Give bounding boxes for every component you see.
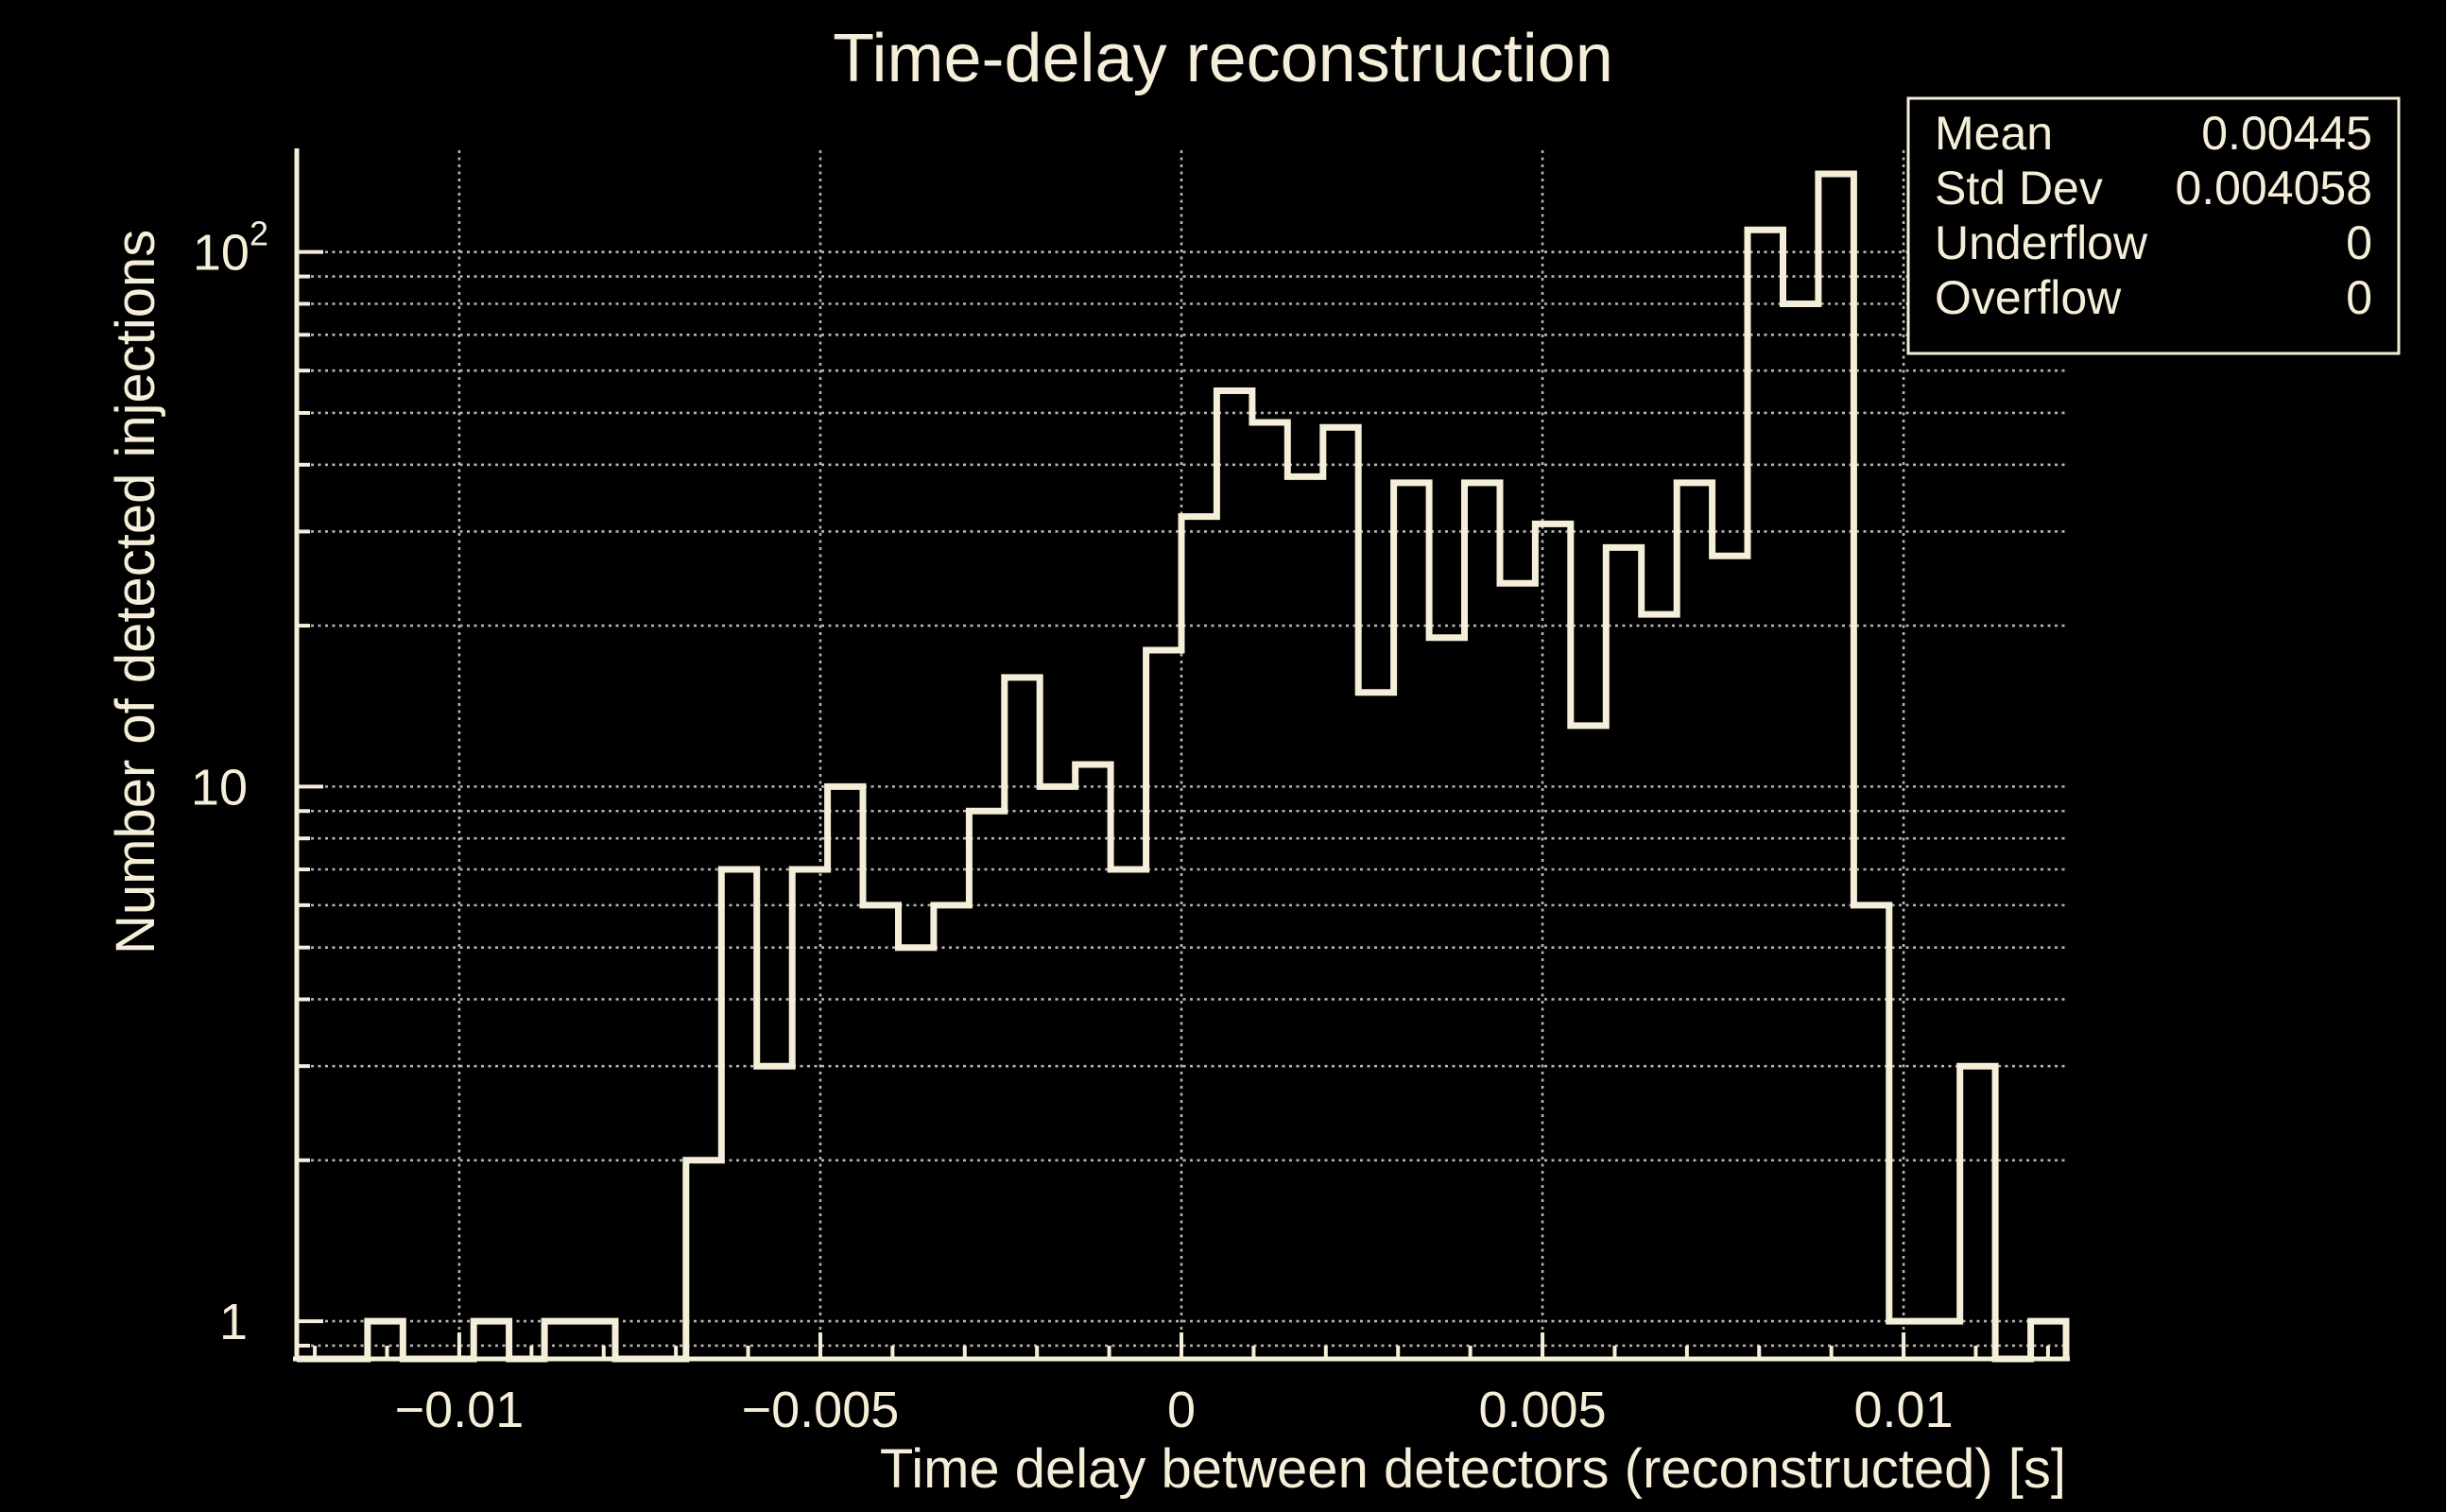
x-tick-label: 0.01 bbox=[1854, 1382, 1954, 1438]
axis-ticks bbox=[297, 249, 2050, 1359]
x-axis-title: Time delay between detectors (reconstruc… bbox=[880, 1438, 2066, 1500]
stats-value-stddev: 0.004058 bbox=[2175, 162, 2372, 215]
y-tick-labels: 1 10 102 bbox=[191, 215, 268, 1350]
stats-box: Mean 0.00445 Std Dev 0.004058 Underflow … bbox=[1906, 96, 2401, 355]
x-tick-label: −0.01 bbox=[395, 1382, 525, 1438]
x-tick-labels: −0.01 −0.005 0 0.005 0.01 bbox=[395, 1382, 1954, 1438]
x-tick-label: 0.005 bbox=[1478, 1382, 1606, 1438]
y-tick-label: 10 bbox=[191, 759, 248, 816]
gridlines bbox=[297, 150, 2066, 1359]
y-tick-label: 1 bbox=[219, 1294, 248, 1350]
stats-label-underflow: Underflow bbox=[1935, 216, 2148, 269]
y-axis-title: Number of detected injections bbox=[105, 230, 166, 954]
stats-value-mean: 0.00445 bbox=[2201, 107, 2372, 160]
stats-label-stddev: Std Dev bbox=[1935, 162, 2103, 215]
stats-box-frame bbox=[1906, 96, 2401, 355]
stats-value-overflow: 0 bbox=[2346, 271, 2372, 324]
x-tick-label: −0.005 bbox=[742, 1382, 900, 1438]
chart-title: Time-delay reconstruction bbox=[833, 21, 1613, 96]
x-tick-label: 0 bbox=[1167, 1382, 1196, 1438]
y-tick-label: 102 bbox=[193, 215, 268, 282]
axis-lines bbox=[293, 148, 2070, 1362]
histogram-line bbox=[297, 170, 2070, 1363]
stats-label-mean: Mean bbox=[1935, 107, 2053, 160]
stats-value-underflow: 0 bbox=[2346, 216, 2372, 269]
stats-label-overflow: Overflow bbox=[1935, 271, 2122, 324]
